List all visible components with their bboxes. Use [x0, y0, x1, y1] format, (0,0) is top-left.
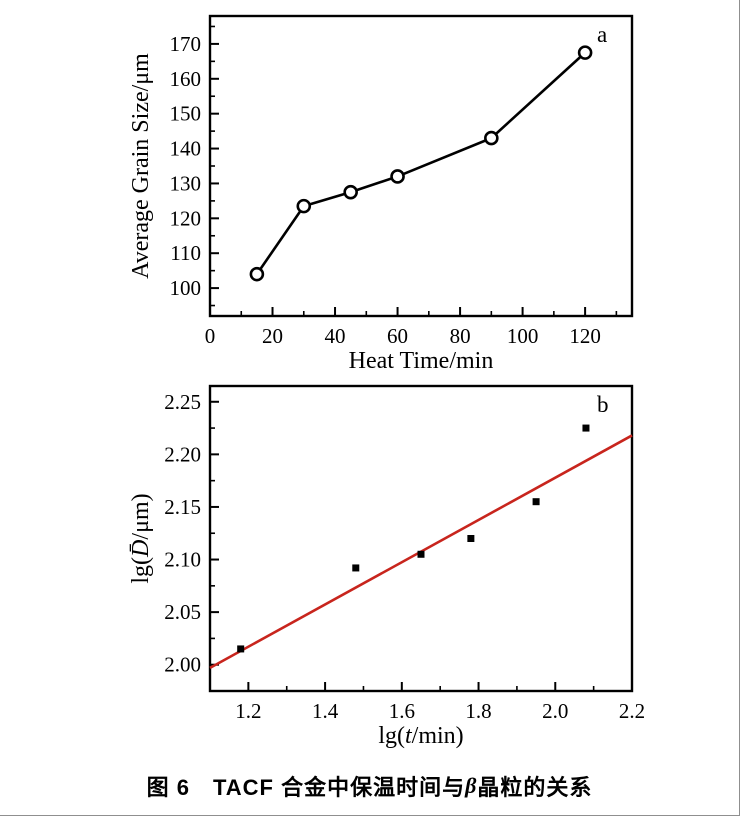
- data-series: [249, 45, 593, 282]
- y-tick-label: 140: [170, 137, 202, 161]
- plot-frame: [208, 384, 634, 693]
- chart-a: 0 20 40 60 80 100 120 100 110 120 130 140 150 160 170 H…: [128, 14, 634, 374]
- x-axis-label: lg(t/min): [378, 723, 463, 749]
- y-tick-label: 2.00: [164, 653, 201, 677]
- y-tick-label: 100: [170, 276, 202, 300]
- y-tick-label: 2.10: [164, 548, 201, 572]
- data-point-square-icon: [532, 498, 540, 506]
- caption-text: 晶粒的关系: [477, 775, 593, 800]
- x-tick-label: 60: [387, 324, 408, 348]
- y-axis: 100 110 120 130 140 150 160 170: [170, 25, 219, 307]
- y-tick-label: 110: [170, 241, 201, 265]
- chart-b: 1.2 1.4 1.6 1.8 2.0 2.22.002.052.102.152.202.…: [128, 384, 645, 749]
- caption-text: 图 6 TACF 合金中保温时间与: [146, 775, 466, 800]
- x-tick-label: 1.4: [312, 699, 339, 723]
- x-tick-label: 80: [450, 324, 471, 348]
- y-tick-label: 2.05: [164, 600, 201, 624]
- data-point-square-icon: [467, 535, 475, 542]
- x-axis-label: Heat Time/min: [349, 348, 494, 374]
- y-axis-label: lg(D̄/μm): [128, 493, 154, 583]
- y-tick-label: 120: [170, 206, 202, 230]
- x-tick-label: 20: [262, 324, 283, 348]
- y-tick-label: 150: [170, 102, 202, 126]
- x-tick-label: 0: [205, 324, 216, 348]
- x-tick-label: 100: [507, 324, 539, 348]
- x-tick-label: 2.0: [542, 699, 568, 723]
- data-series: [237, 424, 590, 653]
- chart-panel-a: 0 20 40 60 80 100 120 100 110 120 130 140 150 160 170 H…: [0, 0, 739, 374]
- data-point-square-icon: [237, 645, 245, 653]
- x-axis: 0 20 40 60 80 100 120: [205, 307, 618, 348]
- figure-caption: 图 6 TACF 合金中保温时间与 β 晶粒的关系: [0, 756, 739, 815]
- data-point-circle-icon: [484, 130, 499, 146]
- data-point-circle-icon: [343, 184, 358, 200]
- x-tick-label: 1.2: [235, 699, 261, 723]
- y-tick-label: 2.20: [164, 442, 201, 466]
- data-point-square-icon: [352, 564, 360, 572]
- y-tick-label: 2.15: [164, 495, 201, 519]
- data-point-circle-icon: [390, 169, 405, 184]
- x-axis: 1.2 1.4 1.6 1.8 2.0 2.2: [209, 682, 645, 723]
- chart-panel-b: 1.2 1.4 1.6 1.8 2.0 2.2 2.00 2.05 2.10 2.15 2.20 2.…: [0, 374, 739, 756]
- data-point-circle-icon: [249, 266, 265, 282]
- series-line: [255, 51, 586, 275]
- panel-label: a: [597, 22, 607, 47]
- data-point-square-icon: [417, 550, 425, 558]
- y-tick-label: 170: [170, 32, 202, 56]
- data-point-circle-icon: [577, 45, 593, 60]
- y-tick-label: 2.25: [164, 390, 201, 414]
- x-tick-label: 1.8: [465, 699, 491, 723]
- y-tick-label: 160: [170, 67, 202, 91]
- y-axis: 2.00 2.05 2.10 2.15 2.20 2.25: [164, 390, 219, 692]
- panel-label: b: [597, 392, 609, 417]
- x-tick-label: 2.2: [619, 699, 645, 723]
- x-tick-label: 1.6: [389, 699, 415, 723]
- x-tick-label: 40: [325, 324, 346, 348]
- caption-text: β: [465, 773, 478, 798]
- y-axis-label: Average Grain Size/μm: [128, 53, 154, 279]
- x-tick-label: 120: [569, 324, 601, 348]
- y-tick-label: 130: [170, 171, 202, 195]
- data-point-square-icon: [582, 424, 590, 432]
- data-point-circle-icon: [296, 198, 312, 214]
